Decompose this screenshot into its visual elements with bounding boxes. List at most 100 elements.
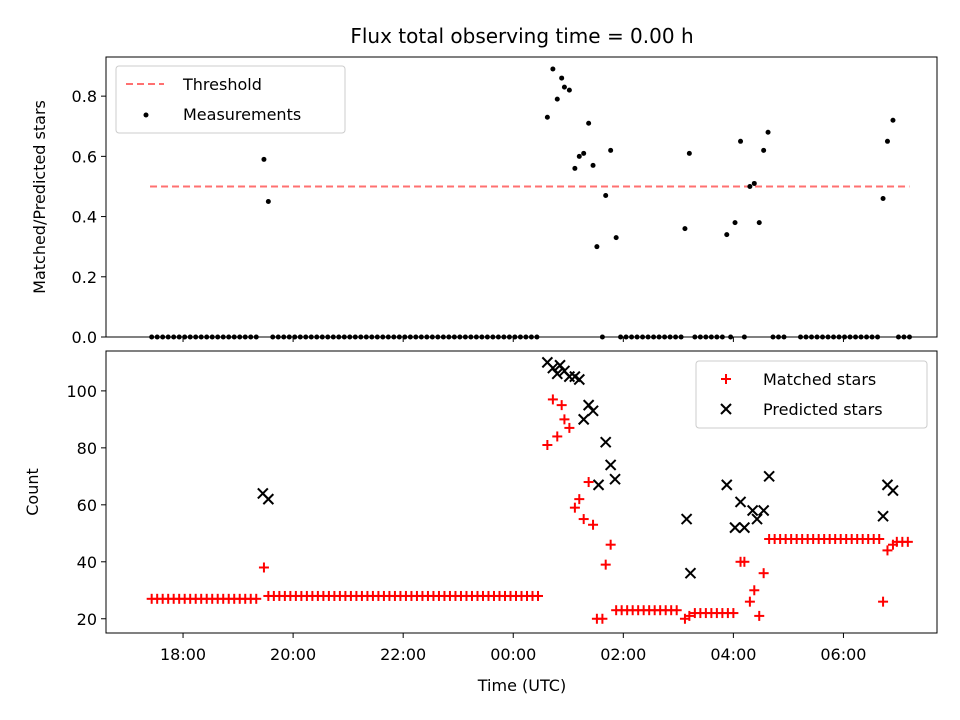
matched-star-point [547, 394, 558, 405]
top-y-tick-label: 0.0 [72, 328, 97, 347]
measurement-point [732, 220, 738, 226]
x-tick-label: 02:00 [600, 645, 646, 664]
measurement-point [572, 165, 578, 171]
predicted-star-point [563, 370, 576, 383]
matched-star-point [258, 562, 269, 573]
marker-stroke [554, 359, 566, 371]
predicted-star-point [262, 493, 275, 505]
marker-stroke [751, 513, 763, 525]
y-tick-label: 40 [77, 553, 97, 572]
marker-stroke [746, 504, 759, 517]
matched-star-point [574, 494, 585, 505]
matched-star-point [564, 422, 575, 433]
predicted-legend-label: Predicted stars [763, 400, 883, 419]
top-y-axis-title: Matched/Predicted stars [30, 100, 49, 294]
matched-star-point [578, 514, 589, 525]
predicted-star-point [604, 459, 617, 471]
measurement-point [544, 114, 550, 120]
marker-stroke [684, 567, 697, 579]
measurement-point [586, 120, 592, 126]
matched-star-point [684, 610, 695, 621]
matched-star-point [251, 593, 262, 604]
marker-stroke [547, 362, 559, 374]
marker-stroke [877, 510, 889, 522]
measurements-legend-swatch [143, 112, 149, 118]
matched-star-point [744, 596, 755, 607]
top-plot-frame [105, 56, 938, 338]
bottom-x-axis: 18:00 20:00 22:00 00:00 02:00 04:00 06:00 [160, 633, 866, 664]
measurement-point [686, 150, 692, 156]
y-tick-label: 80 [77, 439, 97, 458]
marker-stroke [881, 479, 894, 491]
marker-stroke [763, 470, 775, 483]
matched-star-point [559, 414, 570, 425]
measurements-legend-label: Measurements [183, 105, 301, 124]
marker-stroke [569, 370, 581, 383]
matched-star-point [583, 477, 594, 488]
measurement-point [581, 150, 587, 156]
bottom-y-axis: 20 40 60 80 100 [66, 382, 106, 629]
predicted-star-point [599, 436, 612, 448]
matched-star-point [758, 568, 769, 579]
top-y-tick-label: 0.6 [72, 147, 97, 166]
marker-stroke [257, 487, 269, 500]
predicted-star-point [609, 473, 621, 485]
marker-stroke [262, 493, 275, 505]
marker-stroke [887, 484, 899, 497]
matched-star-point [902, 536, 913, 547]
measurement-point [590, 162, 596, 168]
measurement-point [880, 196, 886, 202]
measurement-point [608, 147, 614, 153]
matched-legend-label: Matched stars [763, 370, 876, 389]
measurement-point [576, 153, 582, 159]
bottom-plot-frame [105, 350, 938, 634]
predicted-star-point [587, 405, 599, 417]
measurement-point [559, 75, 565, 81]
matched-legend-swatch [721, 374, 731, 384]
marker-stroke [541, 356, 554, 369]
matched-star-point [728, 608, 739, 619]
x-tick-label: 06:00 [820, 645, 866, 664]
marker-stroke [558, 365, 571, 377]
measurement-point [682, 226, 688, 232]
marker-stroke [604, 459, 617, 471]
matched-star-point [569, 502, 580, 513]
top-x-ticks [182, 337, 844, 342]
x-tick-label: 20:00 [270, 645, 316, 664]
x-tick-label: 04:00 [710, 645, 756, 664]
measurement-point [747, 183, 753, 189]
predicted-star-point [721, 479, 733, 491]
bottom-y-axis-title: Count [23, 468, 42, 516]
chart-title: Flux total observing time = 0.00 h [350, 24, 693, 48]
marker-stroke [609, 473, 621, 485]
top-y-tick-label: 0.4 [72, 208, 97, 227]
y-tick-label: 60 [77, 496, 97, 515]
predicted-star-point [738, 521, 751, 534]
matched-star-point [597, 613, 608, 624]
predicted-star-point [877, 510, 889, 522]
measurement-point [550, 66, 556, 72]
matched-star-point [542, 440, 553, 450]
y-tick-label: 20 [77, 610, 97, 629]
matched-star-point [600, 559, 611, 570]
measurement-point [613, 235, 619, 241]
measurement-point [561, 84, 567, 90]
matched-star-point [749, 585, 760, 596]
measurement-point [751, 180, 757, 186]
matched-star-point [878, 596, 889, 607]
matched-star-point [588, 519, 599, 530]
marker-stroke [592, 479, 605, 491]
matched-star-point [739, 556, 750, 567]
marker-stroke [734, 496, 747, 508]
matched-star-point [874, 534, 885, 544]
marker-stroke [582, 399, 595, 411]
matched-star-point [754, 610, 765, 621]
predicted-star-point [729, 521, 741, 534]
threshold-legend-label: Threshold [182, 75, 262, 94]
marker-stroke [573, 373, 585, 386]
measurement-point [265, 199, 271, 205]
x-axis-title: Time (UTC) [477, 676, 566, 695]
measurement-point [261, 156, 267, 162]
top-y-tick-label: 0.2 [72, 268, 97, 287]
